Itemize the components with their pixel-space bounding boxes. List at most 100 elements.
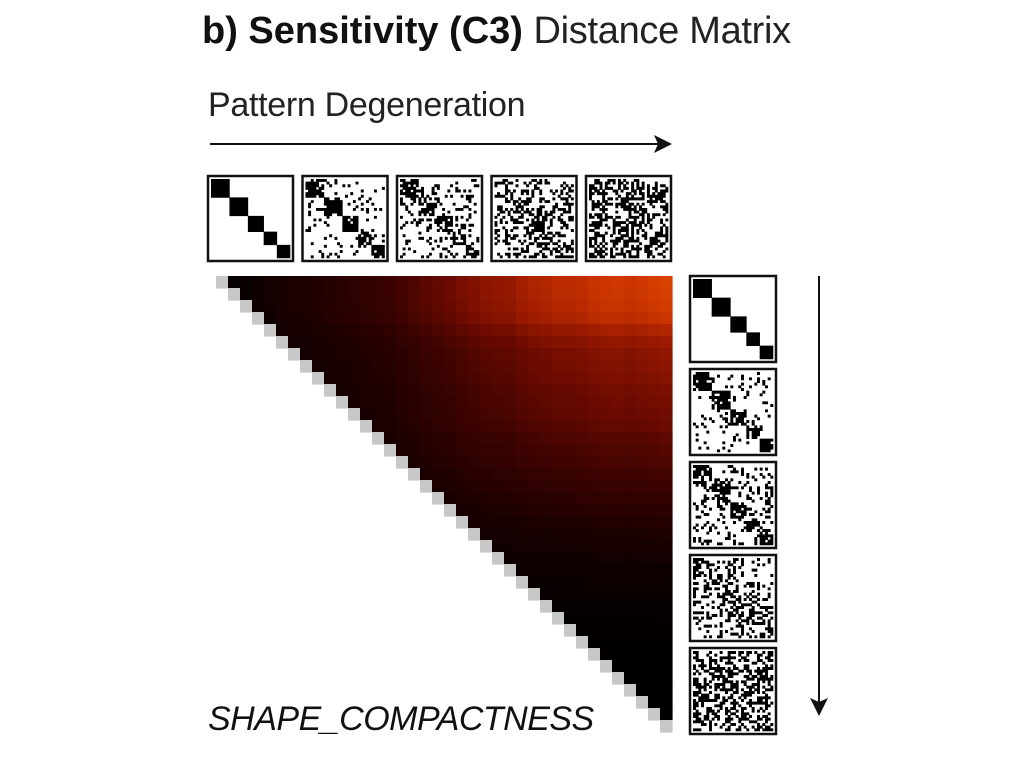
heatmap-cell xyxy=(336,348,349,361)
heatmap-cell xyxy=(492,528,505,541)
heatmap-cell xyxy=(564,324,577,337)
heatmap-cell xyxy=(384,396,397,409)
heatmap-cell xyxy=(408,396,421,409)
heatmap-cell xyxy=(540,540,553,553)
heatmap-cell xyxy=(312,312,325,325)
heatmap-cell xyxy=(372,396,385,409)
heatmap-cell xyxy=(456,312,469,325)
heatmap-cell xyxy=(624,564,637,577)
heatmap-cell xyxy=(600,504,613,517)
heatmap-cell xyxy=(564,432,577,445)
heatmap-cell xyxy=(588,480,601,493)
heatmap-cell xyxy=(516,276,529,289)
heatmap-cell xyxy=(624,540,637,553)
heatmap-cell xyxy=(600,564,613,577)
heatmap-cell xyxy=(648,468,661,481)
heatmap-cell xyxy=(648,612,661,625)
heatmap-cell xyxy=(636,480,649,493)
heatmap-cell xyxy=(540,564,553,577)
heatmap-cell xyxy=(396,300,409,313)
heatmap-cell xyxy=(576,384,589,397)
heatmap-cell xyxy=(648,672,661,685)
heatmap-cell xyxy=(384,312,397,325)
heatmap-cell xyxy=(516,432,529,445)
heatmap-cell xyxy=(396,396,409,409)
heatmap-cell xyxy=(660,276,673,289)
heatmap-cell xyxy=(444,288,457,301)
heatmap-cell xyxy=(600,576,613,589)
heatmap-cell xyxy=(468,468,481,481)
heatmap-cell xyxy=(432,456,445,469)
heatmap-cell xyxy=(660,708,673,721)
heatmap-cell xyxy=(612,300,625,313)
heatmap-cell xyxy=(504,552,517,565)
heatmap-cell xyxy=(444,348,457,361)
diagonal-cell xyxy=(300,360,313,373)
heatmap-cell xyxy=(648,348,661,361)
heatmap-cell xyxy=(588,540,601,553)
heatmap-cell xyxy=(588,432,601,445)
heatmap-cell xyxy=(660,528,673,541)
heatmap-cell xyxy=(408,336,421,349)
heatmap-cell xyxy=(384,348,397,361)
heatmap-cell xyxy=(432,432,445,445)
heatmap-cell xyxy=(624,420,637,433)
heatmap-cell xyxy=(660,636,673,649)
heatmap-cell xyxy=(516,384,529,397)
heatmap-cell xyxy=(624,552,637,565)
heatmap-cell xyxy=(576,420,589,433)
diagonal-cell xyxy=(444,504,457,517)
heatmap-cell xyxy=(516,516,529,529)
heatmap-cell xyxy=(588,636,601,649)
heatmap-cell xyxy=(612,552,625,565)
heatmap-cell xyxy=(312,324,325,337)
heatmap-cell xyxy=(492,324,505,337)
heatmap-cell xyxy=(528,456,541,469)
heatmap-cell xyxy=(528,384,541,397)
heatmap-cell xyxy=(600,276,613,289)
heatmap-cell xyxy=(504,372,517,385)
diagonal-cell xyxy=(288,348,301,361)
heatmap-cell xyxy=(624,336,637,349)
heatmap-cell xyxy=(480,276,493,289)
heatmap-cell xyxy=(288,276,301,289)
heatmap-cell xyxy=(564,504,577,517)
heatmap-cell xyxy=(504,384,517,397)
heatmap-cell xyxy=(540,516,553,529)
heatmap-cell xyxy=(456,468,469,481)
heatmap-cell xyxy=(300,324,313,337)
heatmap-cell xyxy=(612,600,625,613)
diagonal-cell xyxy=(564,624,577,637)
heatmap-cell xyxy=(372,384,385,397)
heatmap-cell xyxy=(492,432,505,445)
heatmap-cell xyxy=(408,420,421,433)
heatmap-cell xyxy=(588,396,601,409)
diagonal-cell xyxy=(216,276,229,289)
heatmap-cell xyxy=(480,504,493,517)
heatmap-cell xyxy=(540,276,553,289)
heatmap-cell xyxy=(432,384,445,397)
heatmap-cell xyxy=(552,564,565,577)
heatmap-cell xyxy=(468,396,481,409)
heatmap-cell xyxy=(360,372,373,385)
heatmap-cell xyxy=(384,324,397,337)
heatmap-cell xyxy=(252,288,265,301)
heatmap-cell xyxy=(312,300,325,313)
heatmap-cell xyxy=(540,492,553,505)
heatmap-cell xyxy=(636,408,649,421)
heatmap-cell xyxy=(480,336,493,349)
heatmap-cell xyxy=(600,312,613,325)
heatmap-cell xyxy=(516,336,529,349)
heatmap-cell xyxy=(300,312,313,325)
heatmap-cell xyxy=(312,276,325,289)
heatmap-cell xyxy=(420,384,433,397)
heatmap-cell xyxy=(624,324,637,337)
heatmap-cell xyxy=(324,300,337,313)
heatmap-cell xyxy=(528,564,541,577)
heatmap-cell xyxy=(456,480,469,493)
heatmap-cell xyxy=(564,288,577,301)
heatmap-cell xyxy=(576,444,589,457)
heatmap-cell xyxy=(660,588,673,601)
heatmap-cell xyxy=(264,300,277,313)
